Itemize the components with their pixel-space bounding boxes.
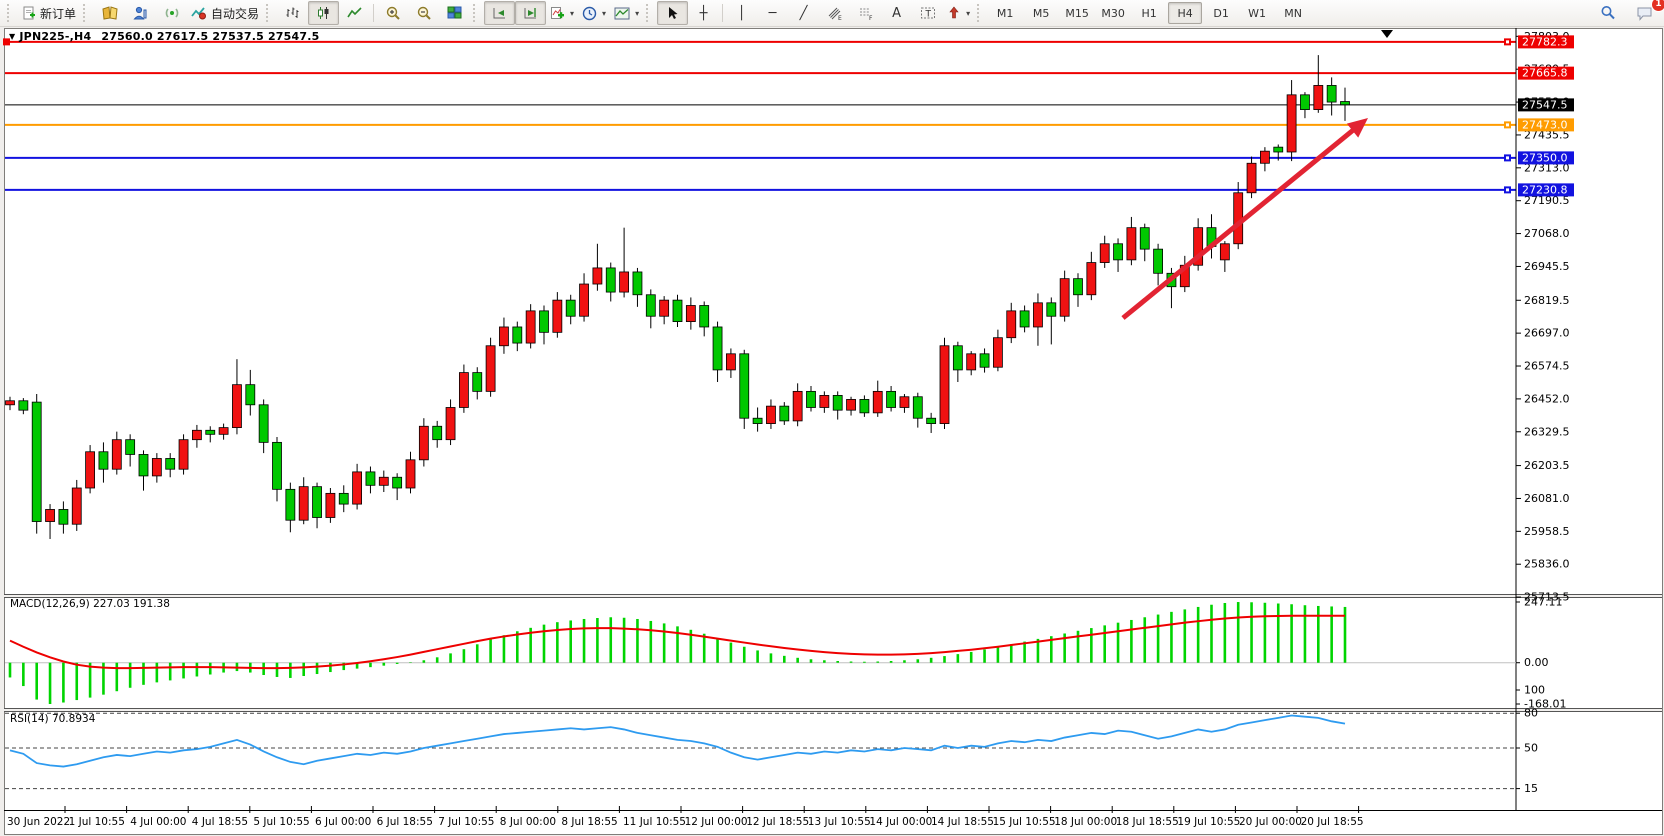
bar-chart-icon: [286, 7, 299, 18]
trendline-tool-button[interactable]: ╱: [788, 1, 819, 25]
toolbar-drag-handle[interactable]: [646, 4, 654, 22]
autotrading-button[interactable]: 自动交易: [187, 1, 263, 25]
candlestick-mode-button[interactable]: [308, 1, 340, 25]
text-tool-button[interactable]: A: [881, 1, 912, 25]
auto-scroll-button[interactable]: [484, 1, 516, 25]
horizontal-line-tool-button[interactable]: ─: [757, 1, 788, 25]
vertical-line-tool-button[interactable]: │: [726, 1, 757, 25]
new-order-button[interactable]: 新订单: [18, 1, 80, 25]
timeframe-button-H4[interactable]: H4: [1168, 2, 1203, 24]
svg-text:T: T: [924, 10, 931, 20]
chat-bubble-icon: [1637, 7, 1652, 21]
toolbar-separator: [722, 4, 724, 22]
toolbar-drag-handle[interactable]: [977, 4, 985, 22]
timeframe-button-D1[interactable]: D1: [1213, 6, 1229, 20]
candlestick-icon: [318, 7, 329, 19]
trendline-icon: ╱: [799, 5, 808, 21]
toolbar-drag-handle[interactable]: [473, 4, 481, 22]
periods-dropdown-arrow[interactable]: ▾: [602, 8, 607, 18]
arrows-dropdown-arrow[interactable]: ▾: [966, 8, 971, 18]
zoom-in-button[interactable]: [377, 1, 408, 25]
templates-button[interactable]: ▾: [610, 1, 643, 25]
line-chart-mode-button[interactable]: [339, 1, 370, 25]
equidistant-channel-icon: E: [828, 7, 842, 21]
autotrading-icon: [191, 7, 207, 20]
zoom-in-icon: [386, 6, 400, 20]
timeframe-button-MN[interactable]: MN: [1284, 6, 1302, 20]
window-menu-marker[interactable]: ▼: [9, 32, 16, 41]
toolbar-drag-handle[interactable]: [7, 4, 15, 22]
arrow-objects-icon: [949, 6, 959, 19]
timeframe-toolbar: M1 M5 M15 M30 H1 H4 D1 W1 MN: [988, 2, 1310, 24]
templates-dropdown-arrow[interactable]: ▾: [635, 8, 640, 18]
rsi-indicator-label: RSI(14) 70.8934: [10, 713, 96, 725]
cursor-tool-button[interactable]: [657, 1, 689, 25]
navigator-button[interactable]: [156, 1, 187, 25]
fibonacci-tool-button[interactable]: F: [850, 1, 881, 25]
new-order-label: 新订单: [40, 6, 77, 21]
broadcast-icon: [165, 8, 178, 18]
bar-chart-mode-button[interactable]: [277, 1, 308, 25]
new-order-icon: [23, 6, 35, 20]
chart-title: ▼ JPN225-,H4 27560.0 27617.5 27537.5 275…: [9, 30, 319, 43]
channel-tool-button[interactable]: E: [819, 1, 850, 25]
text-label-icon: T: [920, 7, 935, 20]
chart-window: [4, 28, 1663, 835]
main-toolbar: 新订单 自动交易: [0, 0, 1664, 27]
zoom-out-icon: [417, 6, 431, 20]
indicators-button[interactable]: ▾: [546, 1, 578, 25]
auto-scroll-icon: [493, 8, 506, 19]
zoom-out-button[interactable]: [408, 1, 439, 25]
crosshair-tool-button[interactable]: ┼: [688, 1, 719, 25]
chart-shift-icon: [524, 8, 537, 19]
timeframe-button-M15[interactable]: M15: [1065, 6, 1089, 20]
timeframe-button-M30[interactable]: M30: [1101, 6, 1125, 20]
symbol-period-label: JPN225-,H4: [19, 30, 92, 43]
search-icon: [1601, 6, 1615, 20]
search-button[interactable]: [1592, 1, 1623, 25]
chart-shift-button[interactable]: [515, 1, 547, 25]
add-indicator-icon: [551, 7, 565, 19]
toolbar-drag-handle[interactable]: [83, 4, 91, 22]
timeframe-button-M5[interactable]: M5: [1032, 6, 1050, 20]
horizontal-line-icon: ─: [768, 5, 777, 21]
line-chart-icon: [347, 7, 362, 18]
person-chart-icon: [132, 6, 147, 20]
tile-windows-icon: [447, 6, 462, 19]
ohlc-readout: 27560.0 27617.5 27537.5 27547.5: [101, 30, 320, 43]
book-icon: [101, 6, 118, 20]
svg-text:F: F: [869, 15, 873, 21]
vertical-line-icon: │: [737, 5, 746, 21]
svg-text:E: E: [838, 15, 842, 21]
crosshair-icon: ┼: [699, 5, 708, 21]
periods-button[interactable]: ▾: [578, 1, 610, 25]
macd-indicator-label: MACD(12,26,9) 227.03 191.38: [10, 598, 170, 610]
autotrading-label: 自动交易: [211, 6, 260, 21]
market-watch-button[interactable]: [94, 1, 125, 25]
arrows-tool-button[interactable]: ▾: [943, 1, 974, 25]
data-window-button[interactable]: [125, 1, 156, 25]
notification-badge: 1: [1651, 0, 1664, 12]
toolbar-separator: [373, 4, 375, 22]
cursor-icon: [669, 7, 678, 19]
fibonacci-icon: F: [859, 8, 873, 21]
indicators-dropdown-arrow[interactable]: ▾: [570, 8, 575, 18]
timeframe-button-H1[interactable]: H1: [1141, 6, 1157, 20]
text-label-tool-button[interactable]: T: [912, 1, 943, 25]
timeframe-button-M1[interactable]: M1: [996, 6, 1014, 20]
toolbar-drag-handle[interactable]: [266, 4, 274, 22]
text-icon: A: [892, 5, 902, 21]
clock-icon: [582, 6, 597, 20]
template-icon: [614, 7, 630, 19]
tile-windows-button[interactable]: [439, 1, 470, 25]
timeframe-button-W1[interactable]: W1: [1248, 6, 1267, 20]
notifications-button[interactable]: 1: [1629, 0, 1664, 25]
